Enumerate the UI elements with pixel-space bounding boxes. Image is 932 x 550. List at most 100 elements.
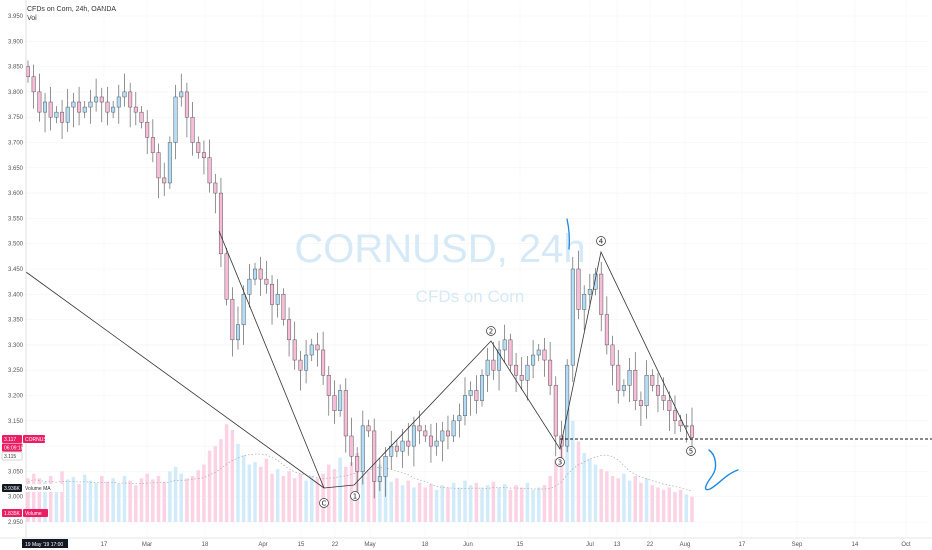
candle[interactable] (179, 73, 184, 107)
candle[interactable] (287, 307, 292, 357)
candle[interactable] (326, 366, 331, 416)
candle[interactable] (497, 340, 502, 391)
candle[interactable] (638, 391, 643, 426)
candle[interactable] (650, 369, 655, 392)
candle[interactable] (355, 447, 360, 492)
candle[interactable] (37, 73, 42, 122)
candle[interactable] (156, 143, 161, 199)
candle[interactable] (360, 410, 365, 485)
candle[interactable] (593, 267, 598, 296)
candle[interactable] (315, 332, 320, 367)
candle[interactable] (48, 86, 53, 131)
candle[interactable] (548, 341, 553, 395)
candle[interactable] (434, 422, 439, 456)
candle[interactable] (65, 88, 70, 132)
candle[interactable] (105, 86, 110, 126)
candle[interactable] (292, 321, 297, 370)
candle[interactable] (304, 339, 309, 384)
candle[interactable] (241, 285, 246, 345)
candle[interactable] (60, 99, 65, 139)
candle[interactable] (207, 139, 212, 193)
candle[interactable] (394, 440, 399, 458)
candle[interactable] (440, 421, 445, 462)
candle[interactable] (247, 263, 252, 308)
candle[interactable] (122, 73, 127, 107)
candle[interactable] (457, 403, 462, 438)
candle[interactable] (451, 414, 456, 443)
candle[interactable] (491, 341, 496, 380)
symbol-title[interactable]: CFDs on Corn, 24h, OANDA (27, 6, 117, 13)
candlesticks[interactable] (26, 60, 694, 499)
volume-legend[interactable]: Vol (27, 15, 37, 22)
wave-label[interactable]: 3 (555, 457, 565, 467)
candle[interactable] (445, 415, 450, 450)
candle[interactable] (565, 359, 570, 453)
candle[interactable] (190, 102, 195, 156)
candle[interactable] (678, 414, 683, 432)
candle[interactable] (298, 350, 303, 391)
candle[interactable] (468, 381, 473, 416)
candle[interactable] (71, 92, 76, 128)
candle[interactable] (400, 428, 405, 468)
candle[interactable] (213, 173, 218, 214)
candle[interactable] (610, 335, 615, 386)
candle[interactable] (502, 324, 507, 364)
candle[interactable] (349, 417, 354, 466)
candle[interactable] (43, 92, 48, 133)
candle[interactable] (173, 84, 178, 160)
candle[interactable] (321, 331, 326, 385)
candle[interactable] (423, 424, 428, 443)
candle[interactable] (690, 407, 694, 448)
candle[interactable] (576, 250, 581, 320)
candle[interactable] (582, 285, 587, 330)
candle[interactable] (88, 89, 93, 124)
candle[interactable] (621, 379, 626, 397)
candle[interactable] (514, 352, 519, 392)
candle[interactable] (145, 110, 150, 155)
elliott-wave-path[interactable] (323, 250, 692, 489)
wave-label[interactable]: 5 (686, 446, 696, 456)
wave-label[interactable]: C (319, 498, 329, 508)
candle[interactable] (377, 458, 382, 492)
candle[interactable] (644, 360, 649, 419)
candle[interactable] (372, 418, 377, 499)
candle[interactable] (655, 373, 660, 413)
candle[interactable] (218, 177, 223, 267)
candle[interactable] (196, 136, 201, 159)
candle[interactable] (82, 101, 87, 119)
candle[interactable] (343, 378, 348, 453)
candle[interactable] (599, 261, 604, 332)
candle[interactable] (281, 288, 286, 326)
candle[interactable] (616, 349, 621, 404)
candle[interactable] (26, 60, 30, 83)
candle[interactable] (275, 279, 280, 318)
candle[interactable] (224, 247, 229, 306)
candle[interactable] (54, 106, 59, 124)
candle[interactable] (383, 447, 388, 497)
candle[interactable] (570, 256, 575, 382)
candle[interactable] (604, 296, 609, 355)
candle[interactable] (133, 91, 138, 126)
candle[interactable] (31, 64, 36, 109)
user-drawings[interactable]: C 1 2 3 4 5 (25, 218, 932, 508)
candle[interactable] (587, 274, 592, 308)
candle[interactable] (667, 391, 672, 431)
candle[interactable] (270, 275, 275, 325)
candle[interactable] (428, 423, 433, 463)
candle[interactable] (235, 306, 240, 350)
candle[interactable] (116, 84, 121, 124)
candle[interactable] (338, 384, 343, 417)
candle[interactable] (411, 416, 416, 467)
candle[interactable] (536, 343, 541, 362)
candle[interactable] (525, 356, 530, 401)
candle[interactable] (184, 82, 189, 138)
candle[interactable] (128, 82, 133, 128)
candle[interactable] (230, 287, 235, 357)
candle[interactable] (474, 375, 479, 414)
candle[interactable] (201, 140, 206, 175)
candle[interactable] (389, 430, 394, 470)
candle[interactable] (485, 347, 490, 392)
candle[interactable] (627, 358, 632, 403)
candle[interactable] (111, 101, 116, 119)
